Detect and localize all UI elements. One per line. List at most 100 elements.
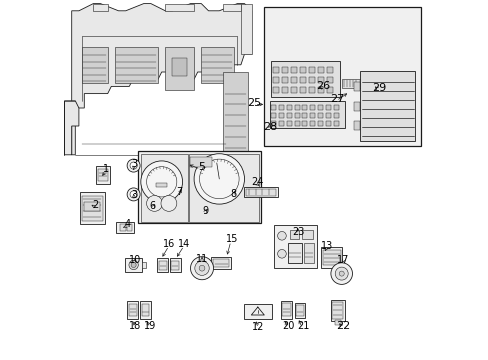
Bar: [333, 105, 339, 110]
Bar: [120, 224, 126, 231]
Bar: [326, 67, 332, 73]
Bar: [294, 121, 299, 126]
Bar: [156, 183, 167, 187]
Bar: [165, 47, 194, 90]
Bar: [264, 7, 420, 146]
Text: 28: 28: [263, 122, 277, 132]
Bar: [271, 61, 339, 97]
Circle shape: [335, 267, 347, 280]
Text: 15: 15: [225, 234, 238, 244]
Bar: [159, 261, 166, 270]
Circle shape: [330, 263, 352, 284]
Polygon shape: [93, 4, 107, 11]
Circle shape: [190, 257, 213, 280]
Text: 3: 3: [131, 159, 138, 169]
Bar: [81, 196, 102, 221]
Bar: [294, 105, 299, 110]
Circle shape: [277, 249, 285, 258]
Bar: [310, 121, 315, 126]
Bar: [142, 262, 145, 268]
Bar: [302, 113, 307, 118]
Bar: [245, 189, 276, 196]
Bar: [359, 71, 415, 141]
Circle shape: [129, 260, 138, 270]
Polygon shape: [241, 4, 251, 54]
Bar: [98, 169, 108, 181]
Bar: [141, 154, 187, 222]
Bar: [310, 113, 315, 118]
Bar: [286, 121, 291, 126]
Bar: [127, 301, 138, 319]
Circle shape: [127, 159, 140, 172]
Polygon shape: [64, 101, 79, 155]
Text: 2: 2: [92, 200, 98, 210]
Text: 19: 19: [143, 321, 156, 331]
Circle shape: [161, 195, 177, 211]
Polygon shape: [223, 4, 241, 11]
Polygon shape: [165, 4, 194, 11]
Bar: [211, 257, 231, 269]
Bar: [291, 87, 296, 93]
Circle shape: [127, 188, 140, 201]
Bar: [138, 151, 260, 223]
Bar: [302, 105, 307, 110]
Bar: [270, 105, 275, 110]
Bar: [302, 121, 307, 126]
Bar: [341, 79, 363, 88]
Bar: [354, 121, 359, 130]
Bar: [190, 157, 212, 167]
Text: 27: 27: [329, 94, 344, 104]
Text: 12: 12: [251, 322, 264, 332]
Bar: [273, 77, 279, 83]
Bar: [303, 243, 313, 263]
Bar: [84, 202, 101, 211]
Bar: [354, 82, 359, 91]
Text: 11: 11: [196, 254, 208, 264]
Text: 29: 29: [372, 83, 386, 93]
Bar: [270, 121, 275, 126]
Bar: [273, 225, 317, 268]
Circle shape: [339, 271, 344, 276]
Bar: [318, 77, 324, 83]
Bar: [280, 301, 291, 319]
Bar: [129, 304, 137, 316]
Circle shape: [131, 262, 136, 267]
Bar: [310, 105, 315, 110]
Bar: [291, 67, 296, 73]
Bar: [273, 87, 279, 93]
Bar: [116, 222, 134, 233]
Bar: [223, 72, 247, 151]
Bar: [170, 258, 181, 272]
Bar: [325, 113, 330, 118]
Bar: [334, 320, 340, 325]
Text: 24: 24: [250, 177, 263, 187]
Text: 20: 20: [282, 321, 294, 331]
Bar: [318, 67, 324, 73]
Bar: [333, 121, 339, 126]
Text: 14: 14: [178, 239, 190, 249]
Bar: [286, 113, 291, 118]
Bar: [282, 77, 287, 83]
Bar: [300, 87, 305, 93]
Circle shape: [194, 154, 244, 204]
Bar: [140, 301, 151, 319]
Bar: [171, 261, 179, 270]
Bar: [318, 121, 323, 126]
Text: 26: 26: [315, 81, 329, 91]
Text: 10: 10: [128, 255, 141, 265]
Bar: [294, 113, 299, 118]
Circle shape: [199, 265, 204, 271]
Bar: [96, 166, 110, 184]
Bar: [318, 113, 323, 118]
Bar: [332, 302, 343, 319]
Bar: [354, 102, 359, 111]
Bar: [244, 187, 277, 197]
Bar: [325, 121, 330, 126]
Bar: [296, 305, 303, 316]
Bar: [278, 105, 283, 110]
Bar: [318, 87, 324, 93]
Bar: [326, 77, 332, 83]
Circle shape: [130, 162, 137, 169]
Text: 23: 23: [292, 227, 304, 237]
Bar: [309, 87, 314, 93]
